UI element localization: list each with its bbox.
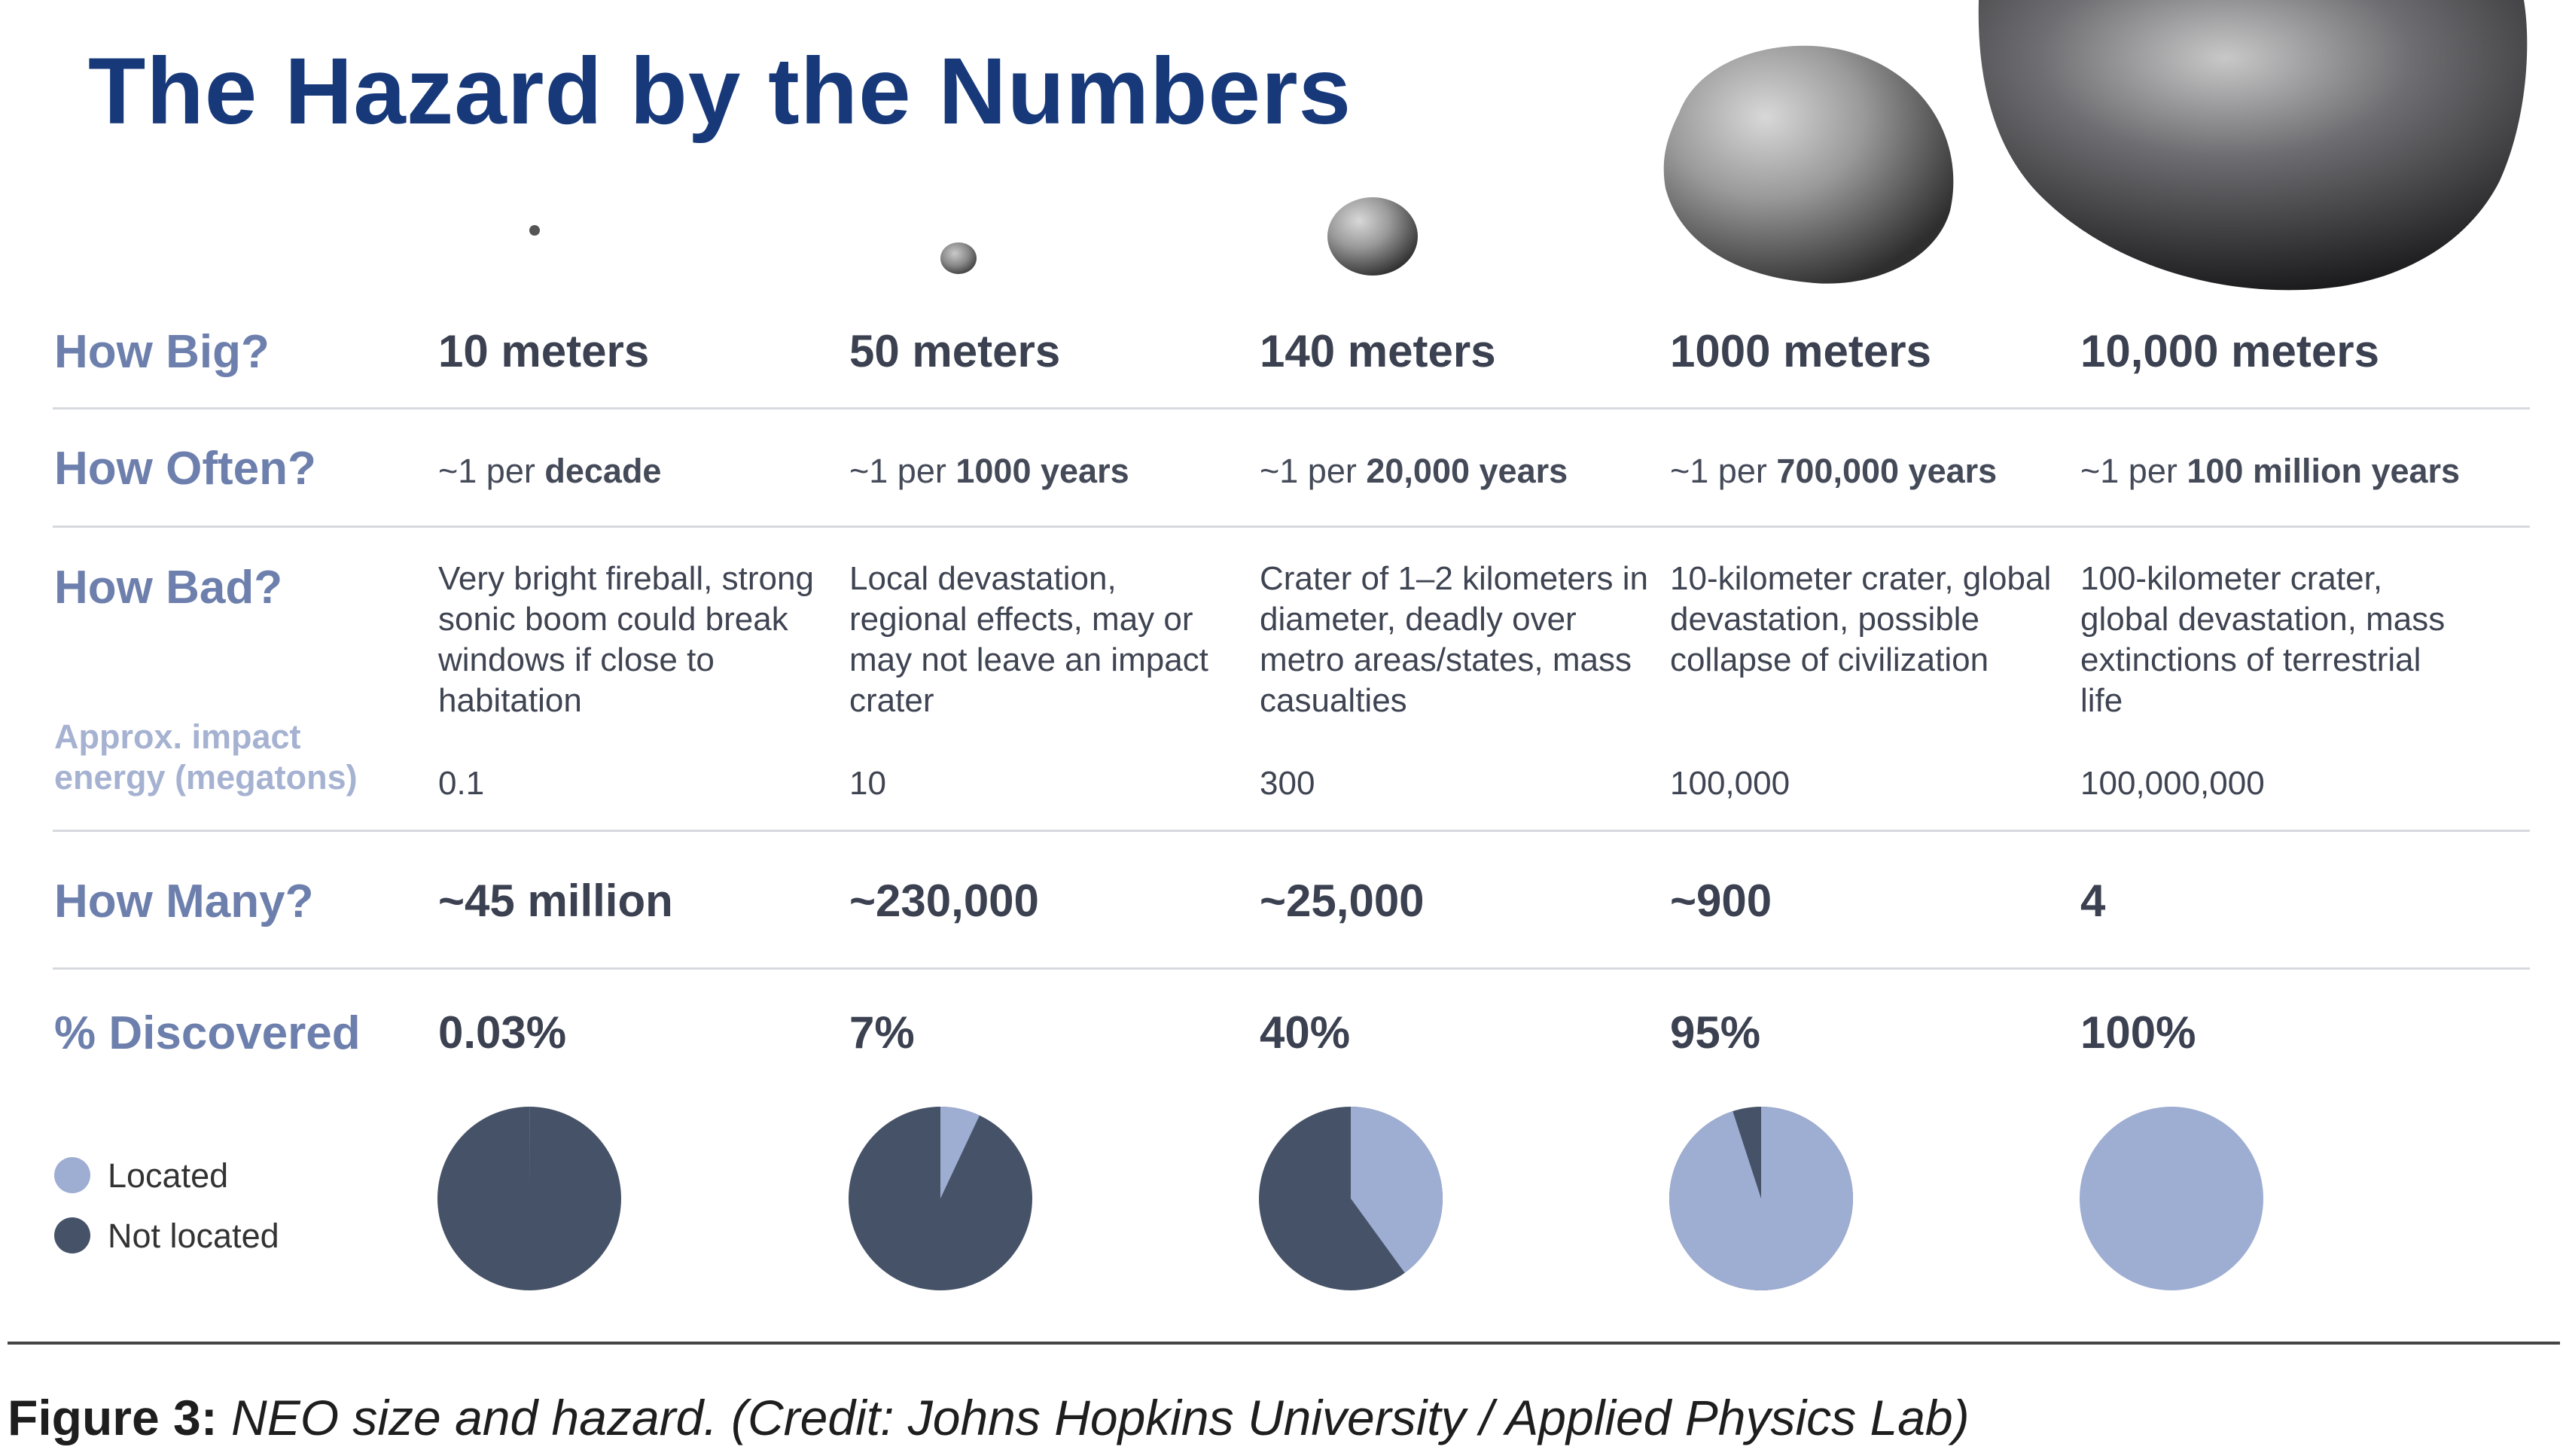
frequency-cell: ~1 per 700,000 years — [1670, 452, 1998, 490]
legend-located-label: Located — [108, 1156, 229, 1195]
how-many-cell: ~45 million — [438, 876, 673, 926]
frequency-cell: ~1 per decade — [438, 452, 662, 490]
asteroid-10m-icon — [529, 225, 540, 236]
row-label-how-many: How Many? — [54, 876, 314, 928]
how-many-cell: ~900 — [1670, 876, 1772, 926]
pie-located-slice — [940, 1107, 980, 1199]
row-divider — [53, 967, 2530, 970]
page-title: The Hazard by the Numbers — [88, 39, 1352, 144]
size-cell: 10,000 meters — [2080, 326, 2379, 376]
percent-discovered-cell: 7% — [849, 1007, 915, 1058]
asteroid-1000m-icon — [1663, 45, 1954, 284]
caption-divider — [8, 1342, 2560, 1345]
size-cell: 140 meters — [1260, 326, 1496, 376]
impact-description-cell: 10-kilometer crater, global devastation,… — [1670, 560, 2052, 678]
asteroid-10000m-icon — [1978, 0, 2528, 291]
row-divider — [53, 525, 2530, 528]
how-many-cell: 4 — [2080, 876, 2106, 926]
asteroid-140m-icon — [1327, 197, 1418, 276]
pie-not-located-slice — [2080, 1107, 2263, 1290]
size-cell: 50 meters — [849, 326, 1061, 376]
energy-cell: 10 — [849, 765, 886, 802]
row-label-discovered: % Discovered — [54, 1007, 361, 1059]
row-label-how-big: How Big? — [54, 326, 270, 378]
how-many-cell: ~25,000 — [1260, 876, 1425, 926]
percent-discovered-cell: 100% — [2080, 1007, 2196, 1058]
pie-located-slice — [1669, 1107, 1853, 1291]
impact-description-cell: Crater of 1–2 kilometers in diameter, de… — [1260, 560, 1648, 719]
frequency-cell: ~1 per 20,000 years — [1260, 452, 1568, 490]
asteroid-50m-icon — [940, 242, 977, 274]
row-label-how-often: How Often? — [54, 443, 316, 495]
pie-located-slice — [1351, 1107, 1443, 1273]
legend-not-located-swatch — [54, 1217, 90, 1253]
how-many-cell: ~230,000 — [849, 876, 1039, 926]
row-divider — [53, 407, 2530, 410]
discovered-pies — [437, 1107, 2263, 1291]
energy-cell: 0.1 — [438, 765, 485, 802]
row-divider — [53, 830, 2530, 832]
percent-discovered-cell: 95% — [1670, 1007, 1761, 1058]
energy-cell: 100,000 — [1670, 765, 1790, 802]
row-label-how-bad: How Bad? — [54, 562, 283, 614]
legend-not-located-label: Not located — [108, 1217, 279, 1255]
figure-caption: Figure 3: NEO size and hazard. (Credit: … — [8, 1390, 1970, 1445]
impact-description-cell: Local devastation, regional effects, may… — [849, 560, 1208, 719]
legend-located-swatch — [54, 1157, 90, 1193]
row-label-energy: Approx. impact energy (megatons) — [54, 717, 358, 797]
impact-description-cell: 100-kilometer crater, global devastation… — [2080, 560, 2446, 719]
impact-description-cell: Very bright fireball, strong sonic boom … — [438, 560, 814, 719]
size-cell: 10 meters — [438, 326, 650, 376]
size-cell: 1000 meters — [1670, 326, 1931, 376]
frequency-cell: ~1 per 1000 years — [849, 452, 1129, 490]
energy-cell: 100,000,000 — [2080, 765, 2265, 802]
percent-discovered-cell: 0.03% — [438, 1007, 567, 1058]
percent-discovered-cell: 40% — [1260, 1007, 1351, 1058]
frequency-cell: ~1 per 100 million years — [2080, 452, 2461, 490]
energy-cell: 300 — [1260, 765, 1315, 802]
